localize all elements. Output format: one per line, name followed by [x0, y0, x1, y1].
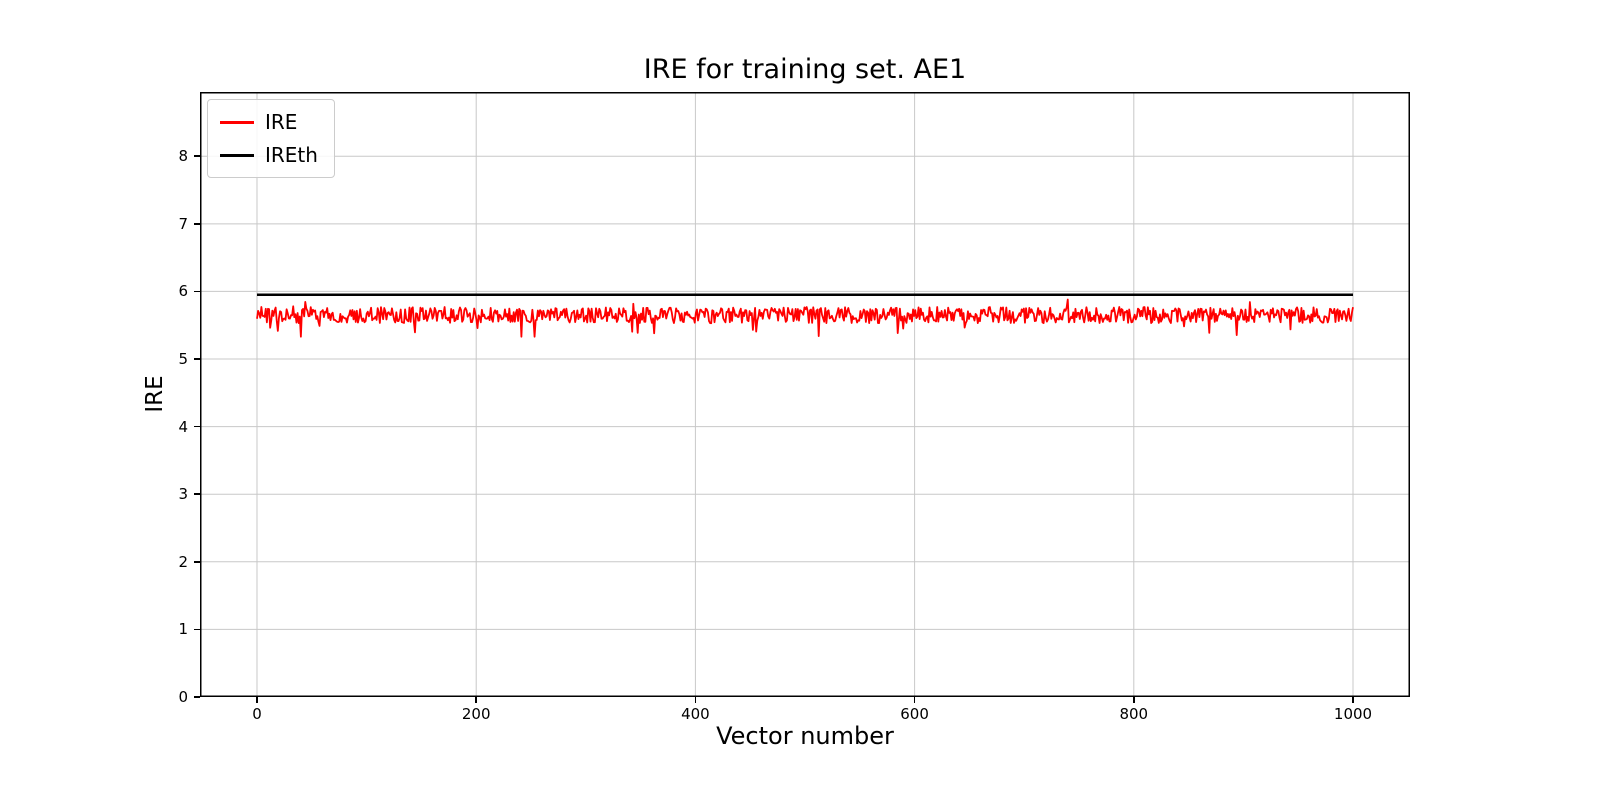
x-tick-label: 200	[461, 705, 491, 723]
legend-line-ire-icon	[220, 120, 254, 124]
x-tick-mark	[913, 697, 916, 703]
ire-line	[256, 298, 1354, 338]
x-tick-mark	[256, 697, 258, 703]
y-tick-label: 8	[178, 147, 188, 166]
x-axis-label: Vector number	[716, 722, 894, 750]
plot-canvas	[200, 92, 1410, 697]
legend-item-ire: IRE	[220, 111, 318, 133]
y-tick-label: 2	[178, 552, 188, 571]
x-tick-mark	[1133, 697, 1135, 703]
x-tick-label: 400	[681, 705, 710, 723]
axes-spines	[200, 92, 1410, 697]
x-tick-label: 600	[900, 705, 929, 723]
chart-title: IRE for training set. AE1	[643, 54, 967, 85]
legend-line-ireth-icon	[220, 153, 254, 157]
y-tick-label: 4	[178, 417, 188, 436]
x-tick-label: 0	[252, 705, 262, 723]
y-tick-label: 5	[178, 350, 188, 368]
y-tick-label: 1	[178, 620, 188, 639]
y-axis-label: IRE	[142, 375, 168, 413]
legend-item-ireth: IREth	[220, 144, 318, 166]
x-tick-label: 1000	[1333, 705, 1373, 723]
x-tick-label: 800	[1119, 705, 1149, 723]
legend: IRE IREth	[207, 99, 335, 178]
legend-label-ire: IRE	[265, 110, 298, 134]
x-tick-mark	[475, 697, 477, 703]
y-tick-label: 7	[178, 214, 188, 233]
x-tick-mark	[1352, 697, 1354, 703]
y-tick-label: 0	[178, 688, 188, 706]
y-tick-label: 3	[178, 485, 188, 504]
legend-label-ireth: IREth	[265, 143, 318, 167]
y-tick-label: 6	[178, 282, 188, 301]
plot-area: IRE IREth	[200, 92, 1410, 697]
x-tick-mark	[694, 697, 697, 703]
